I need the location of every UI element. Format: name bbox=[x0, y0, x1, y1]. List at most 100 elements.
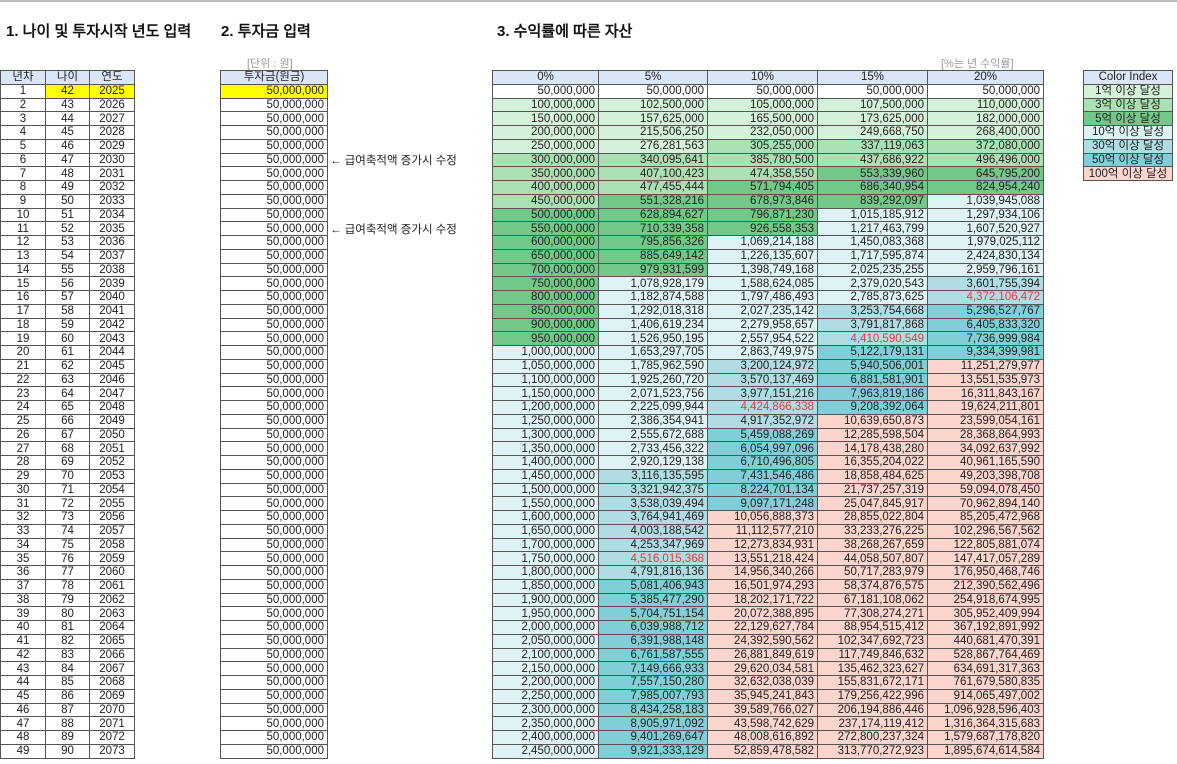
cell-investment[interactable]: 50,000,000 bbox=[220, 276, 328, 291]
table-row: 50,000,000 bbox=[220, 702, 328, 718]
cell-investment[interactable]: 50,000,000 bbox=[220, 647, 328, 663]
cell-year-count: 11 bbox=[0, 221, 46, 236]
cell-investment[interactable]: 50,000,000 bbox=[220, 125, 328, 140]
cell-year-count: 49 bbox=[0, 743, 46, 759]
cell-age[interactable]: 42 bbox=[45, 83, 90, 99]
cell-asset-10pct: 39,589,766,027 bbox=[707, 702, 818, 718]
cell-investment[interactable]: 50,000,000 bbox=[220, 180, 328, 195]
cell-investment[interactable]: 50,000,000 bbox=[220, 675, 328, 690]
cell-investment[interactable]: 50,000,000 bbox=[220, 551, 328, 566]
cell-investment[interactable]: 50,000,000 bbox=[220, 221, 328, 236]
cell-age: 81 bbox=[45, 620, 90, 635]
cell-year: 2046 bbox=[89, 372, 135, 388]
cell-year: 2061 bbox=[89, 578, 135, 594]
cell-asset-5pct: 1,925,260,720 bbox=[598, 372, 708, 388]
cell-investment[interactable]: 50,000,000 bbox=[220, 592, 328, 608]
cell-investment[interactable]: 50,000,000 bbox=[220, 152, 328, 168]
table-row: 850,000,000 1,292,018,318 2,027,235,142 3,2… bbox=[492, 303, 1044, 319]
cell-investment[interactable]: 50,000,000 bbox=[220, 303, 328, 319]
table-row: 2,050,000,000 6,391,988,148 24,392,590,562… bbox=[492, 633, 1044, 649]
cell-year: 2066 bbox=[89, 647, 135, 663]
cell-investment[interactable]: 50,000,000 bbox=[220, 345, 328, 360]
table-row: 1,750,000,000 4,516,015,368 13,551,218,424… bbox=[492, 551, 1044, 566]
cell-investment[interactable]: 50,000,000 bbox=[220, 331, 328, 346]
cell-investment[interactable]: 50,000,000 bbox=[220, 248, 328, 264]
color-index-title: Color Index bbox=[1083, 70, 1173, 85]
cell-asset-20pct: 440,681,470,391 bbox=[927, 633, 1044, 649]
cell-investment[interactable]: 50,000,000 bbox=[220, 386, 328, 401]
cell-investment[interactable]: 50,000,000 bbox=[220, 207, 328, 223]
cell-year: 2037 bbox=[89, 248, 135, 264]
cell-investment[interactable]: 50,000,000 bbox=[220, 523, 328, 539]
cell-investment[interactable]: 50,000,000 bbox=[220, 372, 328, 388]
cell-investment[interactable]: 50,000,000 bbox=[220, 716, 328, 731]
table-row: 50,000,000 bbox=[220, 523, 328, 539]
cell-investment[interactable]: 50,000,000 bbox=[220, 565, 328, 580]
table-row: 1,350,000,000 2,733,456,322 6,054,997,096 1… bbox=[492, 441, 1044, 456]
cell-investment[interactable]: 50,000,000 bbox=[220, 578, 328, 594]
cell-asset-20pct: 59,094,078,450 bbox=[927, 482, 1044, 498]
cell-year[interactable]: 2025 bbox=[89, 83, 135, 99]
cell-investment[interactable]: 50,000,000 bbox=[220, 400, 328, 415]
cell-asset-0pct: 1,100,000,000 bbox=[492, 372, 599, 388]
cell-investment[interactable]: 50,000,000 bbox=[220, 111, 328, 126]
cell-asset-20pct: 50,000,000 bbox=[927, 83, 1044, 99]
cell-asset-0pct: 2,450,000,000 bbox=[492, 743, 599, 759]
cell-investment[interactable]: 50,000,000 bbox=[220, 702, 328, 718]
cell-age: 66 bbox=[45, 413, 90, 429]
asset-by-return-table: 0% 5% 10% 15% 20% 50,000,000 50,000,000 50,000… bbox=[492, 70, 1044, 759]
cell-investment[interactable]: 50,000,000 bbox=[220, 455, 328, 470]
cell-investment[interactable]: 50,000,000 bbox=[220, 496, 328, 511]
cell-investment[interactable]: 50,000,000 bbox=[220, 730, 328, 745]
cell-asset-0pct: 1,850,000,000 bbox=[492, 578, 599, 594]
cell-investment[interactable]: 50,000,000 bbox=[220, 138, 328, 154]
header-investment: 투자금(원금) bbox=[220, 70, 328, 85]
table-row: 150,000,000 157,625,000 165,500,000 173,625… bbox=[492, 111, 1044, 126]
cell-investment[interactable]: 50,000,000 bbox=[220, 97, 328, 113]
cell-age: 50 bbox=[45, 193, 90, 209]
cell-age: 67 bbox=[45, 427, 90, 443]
table-row: 2,200,000,000 7,557,150,280 32,632,038,039… bbox=[492, 675, 1044, 690]
cell-investment[interactable]: 50,000,000 bbox=[220, 688, 328, 704]
cell-investment[interactable]: 50,000,000 bbox=[220, 235, 328, 250]
cell-asset-10pct: 926,558,353 bbox=[707, 221, 818, 236]
cell-year-count: 18 bbox=[0, 317, 46, 333]
cell-asset-20pct: 28,368,864,993 bbox=[927, 427, 1044, 443]
cell-investment[interactable]: 50,000,000 bbox=[220, 290, 328, 305]
table-row: 450,000,000 551,328,216 678,973,846 839,292… bbox=[492, 193, 1044, 209]
table-row: 1,450,000,000 3,116,135,595 7,431,546,486 1… bbox=[492, 468, 1044, 484]
table-row: 50,000,000 bbox=[220, 455, 328, 470]
cell-investment[interactable]: 50,000,000 bbox=[220, 606, 328, 621]
legend-row: 30억 이상 달성 bbox=[1083, 138, 1173, 154]
cell-year: 2060 bbox=[89, 565, 135, 580]
legend-item: 1억 이상 달성 bbox=[1083, 83, 1173, 99]
table-row: 41 82 2065 bbox=[0, 633, 135, 649]
cell-investment[interactable]: 50,000,000 bbox=[220, 482, 328, 498]
cell-investment[interactable]: 50,000,000 bbox=[220, 743, 328, 759]
cell-asset-20pct: 1,316,364,315,683 bbox=[927, 716, 1044, 731]
cell-investment[interactable]: 50,000,000 bbox=[220, 83, 328, 99]
cell-investment[interactable]: 50,000,000 bbox=[220, 468, 328, 484]
cell-year-count: 45 bbox=[0, 688, 46, 704]
cell-investment[interactable]: 50,000,000 bbox=[220, 661, 328, 676]
cell-investment[interactable]: 50,000,000 bbox=[220, 317, 328, 333]
cell-asset-15pct: 77,308,274,271 bbox=[817, 606, 928, 621]
cell-investment[interactable]: 50,000,000 bbox=[220, 358, 328, 374]
table-row: 50,000,000 bbox=[220, 441, 328, 456]
cell-asset-20pct: 1,607,520,927 bbox=[927, 221, 1044, 236]
cell-investment[interactable]: 50,000,000 bbox=[220, 633, 328, 649]
cell-investment[interactable]: 50,000,000 bbox=[220, 262, 328, 278]
cell-investment[interactable]: 50,000,000 bbox=[220, 166, 328, 181]
cell-year-count: 34 bbox=[0, 537, 46, 553]
cell-asset-15pct: 117,749,846,632 bbox=[817, 647, 928, 663]
table-row: 50,000,000 bbox=[220, 620, 328, 635]
cell-investment[interactable]: 50,000,000 bbox=[220, 427, 328, 443]
cell-investment[interactable]: 50,000,000 bbox=[220, 620, 328, 635]
cell-asset-20pct: 9,334,399,981 bbox=[927, 345, 1044, 360]
table-row: 50,000,000 bbox=[220, 276, 328, 291]
cell-investment[interactable]: 50,000,000 bbox=[220, 413, 328, 429]
cell-investment[interactable]: 50,000,000 bbox=[220, 510, 328, 525]
cell-investment[interactable]: 50,000,000 bbox=[220, 193, 328, 209]
cell-investment[interactable]: 50,000,000 bbox=[220, 441, 328, 456]
cell-investment[interactable]: 50,000,000 bbox=[220, 537, 328, 553]
